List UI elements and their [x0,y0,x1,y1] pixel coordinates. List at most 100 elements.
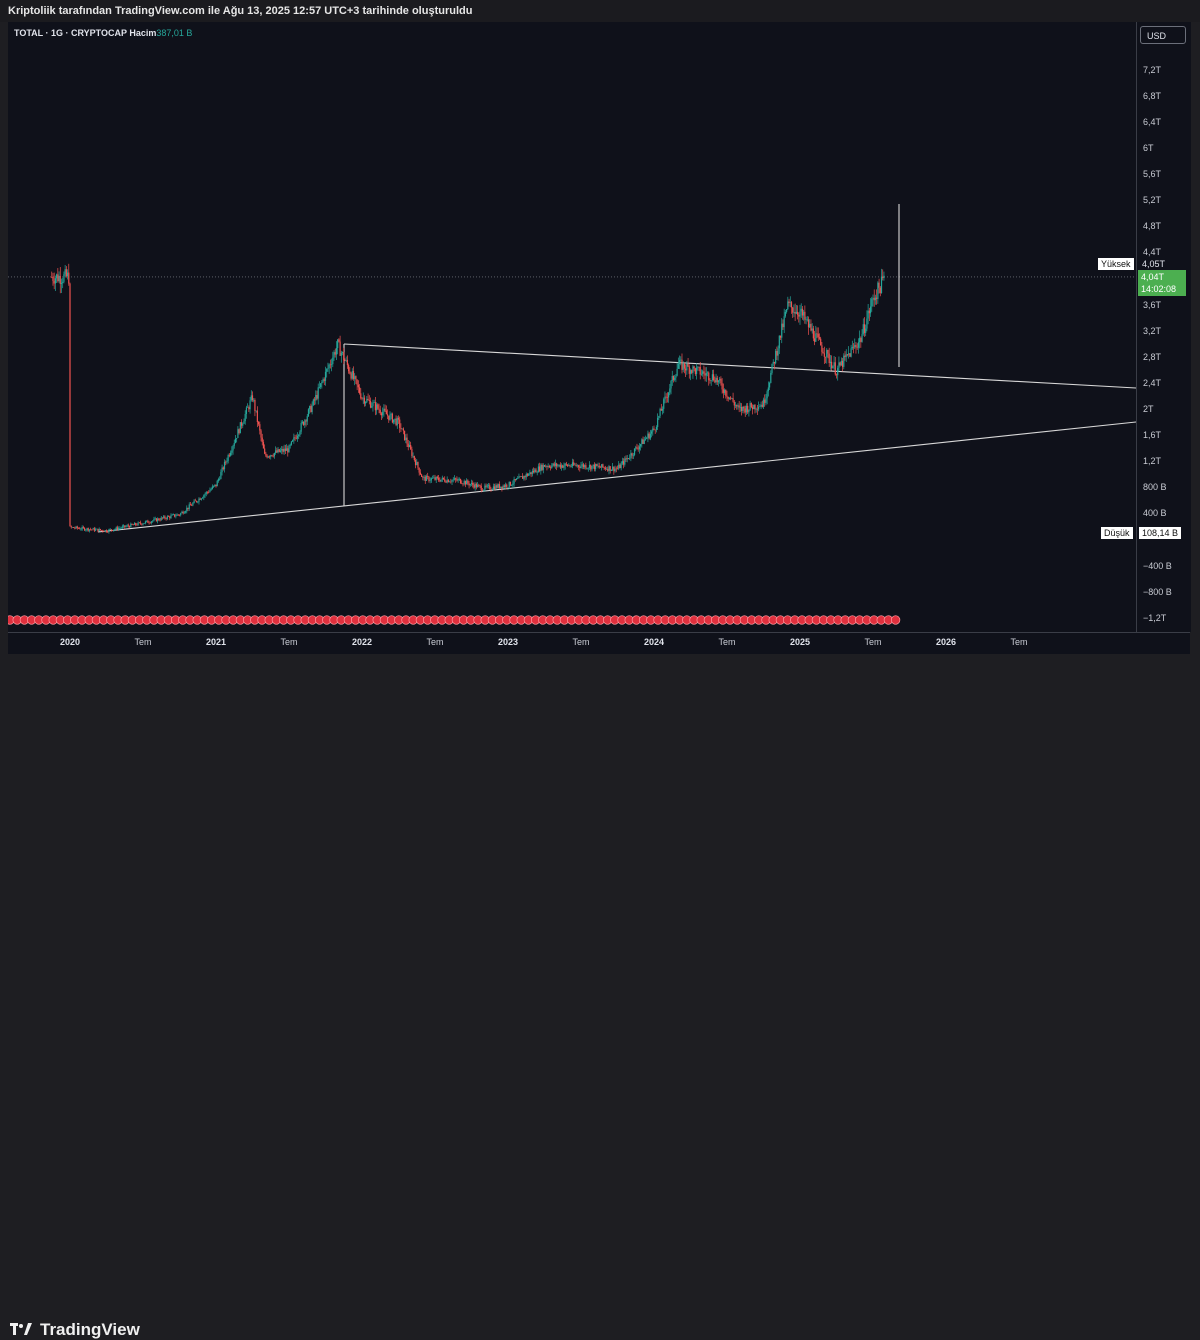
candle-body [867,310,869,319]
candle-body [175,515,177,517]
candle-body [108,529,110,532]
candle-body [326,369,328,372]
candle-body [458,478,460,480]
candle-body [518,476,520,479]
candle-body [809,323,811,328]
candle-body [771,363,773,373]
candle-body [517,478,519,479]
candle-body [107,531,109,533]
candle-body [805,319,807,321]
candle-body [114,529,116,530]
event-marker[interactable] [890,615,901,625]
candle-body [52,277,54,281]
candle-body [860,337,862,342]
candle-body [383,408,385,412]
candle-body [178,514,181,516]
candle-body [230,452,232,456]
candle-body [689,370,692,374]
candle-body [472,482,474,485]
candle-body [726,395,728,397]
candle-body [492,486,494,490]
candle-body [313,399,316,401]
candle-body [772,361,774,364]
candle-body [595,464,597,470]
candle-body [242,423,244,426]
candle-body [799,311,801,317]
candle-body [811,328,813,331]
candle-body [777,348,779,356]
candle-body [865,328,867,333]
candle-body [522,476,524,479]
price-tick-label: −400 B [1143,560,1172,571]
candle-body [856,346,858,348]
candle-body [657,417,659,428]
candle-body [871,298,873,307]
candle-body [419,472,421,475]
candle-body [318,386,321,388]
candle-body [638,446,640,450]
candle-body [794,311,796,314]
candle-body [366,398,368,402]
candle-body [560,465,563,468]
candle-body [593,464,595,470]
candle-body [591,465,593,470]
candle-body [833,362,835,367]
candle-body [605,468,608,470]
price-tick-label: 4,8T [1143,221,1162,232]
candle-body [79,528,81,530]
candle-body [820,338,822,346]
candle-body [220,472,222,480]
candle-body [824,356,827,358]
candle-body [501,486,503,489]
candle-body [144,521,147,524]
candle-body [680,359,682,361]
candle-body [873,297,875,301]
candle-body [814,338,816,342]
candle-body [464,481,467,485]
candle-body [695,367,698,374]
candle-body [736,405,738,407]
candle-body [815,333,817,342]
tradingview-logo[interactable]: TradingView [10,1320,140,1340]
candle-body [321,382,323,384]
currency-selector[interactable]: USD [1140,26,1186,44]
candle-body [585,465,587,469]
candle-body [812,328,814,339]
candle-body [624,458,626,465]
candle-body [344,360,346,361]
candle-body [62,281,64,283]
candle-body [303,421,305,425]
price-tick-label: 2,4T [1143,377,1162,388]
candle-body [109,529,111,530]
candle-body [382,411,384,416]
price-tick-label: 5,2T [1143,195,1162,206]
candle-body [195,500,198,502]
candle-body [753,404,755,410]
candle-body [613,466,615,472]
candle-body [132,524,134,526]
candle-body [378,408,380,410]
candle-body [206,492,209,493]
price-chart[interactable] [8,22,1136,632]
candle-body [427,475,429,477]
candle-body [226,460,228,463]
candle-body [298,434,300,437]
candle-body [264,448,266,454]
time-axis[interactable] [8,632,1190,655]
candle-body [285,448,288,451]
candle-body [669,388,671,393]
candle-body [306,416,308,422]
candle-body [629,457,631,459]
candle-body [848,353,850,355]
candle-body [434,477,436,480]
candle-body [723,389,726,393]
chart-area[interactable] [8,22,1136,632]
candle-body [768,382,771,388]
candle-body [329,364,331,366]
candle-body [674,377,676,380]
candle-body [877,282,879,299]
candle-body [161,517,164,519]
candle-body [503,485,505,487]
candle-body [105,530,108,532]
candle-body [524,476,526,478]
